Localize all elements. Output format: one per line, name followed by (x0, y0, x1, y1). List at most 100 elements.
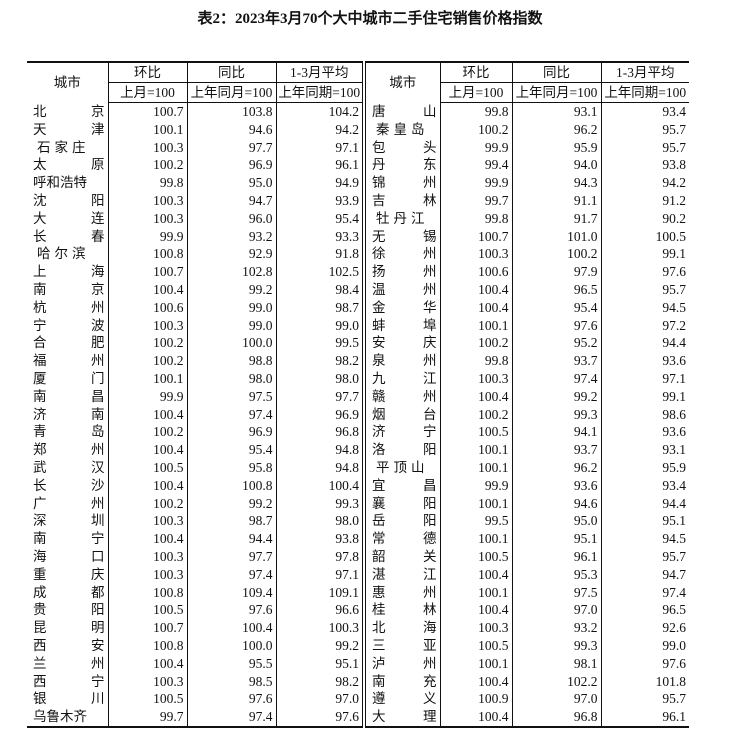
yoy-value: 95.4 (511, 298, 601, 317)
mom-value: 99.8 (439, 102, 512, 121)
mom-value: 100.3 (107, 512, 187, 531)
table-row: 深圳 100.3 98.7 98.0 岳阳 99.5 95.0 95.1 (27, 512, 689, 531)
mom-value: 100.3 (107, 565, 187, 584)
yoy-value: 99.0 (186, 298, 276, 317)
avg-value: 99.1 (600, 387, 689, 406)
city-name: 金华 (372, 299, 437, 315)
city-name-cell: 蚌埠 (362, 316, 440, 335)
yoy-value: 97.4 (511, 369, 601, 388)
mom-value: 100.2 (439, 120, 512, 139)
city-name-cell: 重庆 (27, 566, 108, 584)
mom-value: 100.3 (107, 191, 187, 210)
city-name: 襄阳 (372, 495, 437, 511)
yoy-value: 93.2 (186, 227, 276, 246)
table-row: 南宁 100.4 94.4 93.8 常德 100.1 95.1 94.5 (27, 530, 689, 548)
mom-value: 100.6 (439, 263, 512, 281)
avg-value: 98.0 (275, 369, 364, 388)
table-row: 长春 99.9 93.2 93.3 无锡 100.7 101.0 100.5 (27, 227, 689, 246)
city-name: 西宁 (33, 673, 105, 689)
avg-value: 97.1 (275, 565, 364, 584)
city-name-cell: 武汉 (27, 459, 108, 477)
avg-value: 95.7 (600, 120, 689, 139)
avg-value: 95.7 (600, 138, 689, 157)
city-name: 乌鲁木齐 (33, 709, 87, 725)
city-name: 宜昌 (372, 477, 437, 493)
yoy-value: 95.0 (511, 512, 601, 531)
city-name: 洛阳 (372, 442, 437, 458)
city-name-cell: 长春 (27, 228, 108, 246)
mom-value: 100.5 (107, 601, 187, 620)
mom-value: 100.4 (107, 405, 187, 424)
avg-value: 93.4 (600, 476, 689, 495)
table-title: 表2：2023年3月70个大中城市二手住宅销售价格指数 (197, 11, 543, 27)
city-name-cell: 三亚 (362, 636, 440, 655)
city-name: 扬州 (372, 264, 437, 280)
avg-value: 101.8 (600, 672, 689, 691)
city-name: 福州 (33, 353, 105, 369)
table-row: 重庆 100.3 97.4 97.1 湛江 100.4 95.3 94.7 (27, 565, 689, 584)
avg-value: 94.5 (600, 530, 689, 548)
mom-value: 100.4 (439, 280, 512, 299)
city-name: 杭州 (33, 299, 105, 315)
avg-value: 94.8 (275, 441, 364, 459)
table-row: 银川 100.5 97.6 97.0 遵义 100.9 97.0 95.7 (27, 690, 689, 709)
mom-value: 100.4 (439, 565, 512, 584)
city-name-cell: 平顶山 (362, 458, 440, 477)
city-name: 呼和浩特 (33, 175, 87, 191)
avg-value: 96.8 (275, 423, 364, 442)
city-name: 平顶山 (376, 459, 429, 475)
city-name-cell: 成都 (27, 584, 108, 602)
table-row: 武汉 100.5 95.8 94.8 平顶山 100.1 96.2 95.9 (27, 458, 689, 477)
mom-value: 100.7 (439, 227, 512, 246)
avg-value: 97.4 (600, 583, 689, 602)
yoy-value: 94.6 (186, 120, 276, 139)
city-name: 桂林 (372, 602, 437, 618)
avg-value: 93.8 (600, 156, 689, 175)
mom-value: 100.1 (439, 530, 512, 548)
yoy-value: 96.2 (511, 120, 601, 139)
city-name: 济南 (33, 406, 105, 422)
table-row: 贵阳 100.5 97.6 96.6 桂林 100.4 97.0 96.5 (27, 601, 689, 620)
table-row: 青岛 100.2 96.9 96.8 济宁 100.5 94.1 93.6 (27, 423, 689, 442)
table-row: 成都 100.8 109.4 109.1 惠州 100.1 97.5 97.4 (27, 583, 689, 602)
avg-value: 99.5 (275, 334, 364, 353)
city-name: 郑州 (33, 442, 105, 458)
yoy-value: 100.0 (186, 334, 276, 353)
avg-value: 98.6 (600, 405, 689, 424)
city-name: 海口 (33, 548, 105, 564)
mom-value: 100.4 (107, 530, 187, 548)
yoy-value: 98.5 (186, 672, 276, 691)
city-name: 长春 (33, 228, 105, 244)
yoy-value: 94.6 (511, 494, 601, 513)
mom-value: 99.9 (439, 174, 512, 192)
city-name-cell: 乌鲁木齐 (27, 708, 108, 728)
city-name-cell: 金华 (362, 298, 440, 317)
city-name: 太原 (33, 157, 105, 173)
avg-value: 95.9 (600, 458, 689, 477)
mom-value: 100.2 (439, 405, 512, 424)
mom-value: 100.2 (107, 423, 187, 442)
city-name: 包头 (372, 139, 437, 155)
city-name: 蚌埠 (372, 317, 437, 333)
city-name: 银川 (33, 691, 105, 707)
mom-value: 100.5 (107, 458, 187, 477)
avg-value: 97.6 (600, 654, 689, 673)
yoy-value: 95.5 (186, 654, 276, 673)
yoy-value: 96.9 (186, 156, 276, 175)
mom-value: 100.3 (439, 245, 512, 264)
yoy-value: 96.8 (511, 708, 601, 728)
avg-value: 96.6 (275, 601, 364, 620)
table-row: 南昌 99.9 97.5 97.7 赣州 100.4 99.2 99.1 (27, 387, 689, 406)
yoy-value: 95.3 (511, 565, 601, 584)
mom-value: 99.9 (107, 387, 187, 406)
header-avg-left: 1-3月平均 (275, 61, 364, 83)
city-name-cell: 常德 (362, 530, 440, 548)
yoy-value: 97.4 (186, 565, 276, 584)
yoy-value: 97.4 (186, 708, 276, 728)
mom-value: 100.3 (107, 209, 187, 228)
city-name-cell: 遵义 (362, 690, 440, 709)
city-name: 哈尔滨 (37, 246, 90, 262)
avg-value: 96.1 (600, 708, 689, 728)
city-name: 广州 (33, 495, 105, 511)
yoy-value: 93.7 (511, 441, 601, 459)
